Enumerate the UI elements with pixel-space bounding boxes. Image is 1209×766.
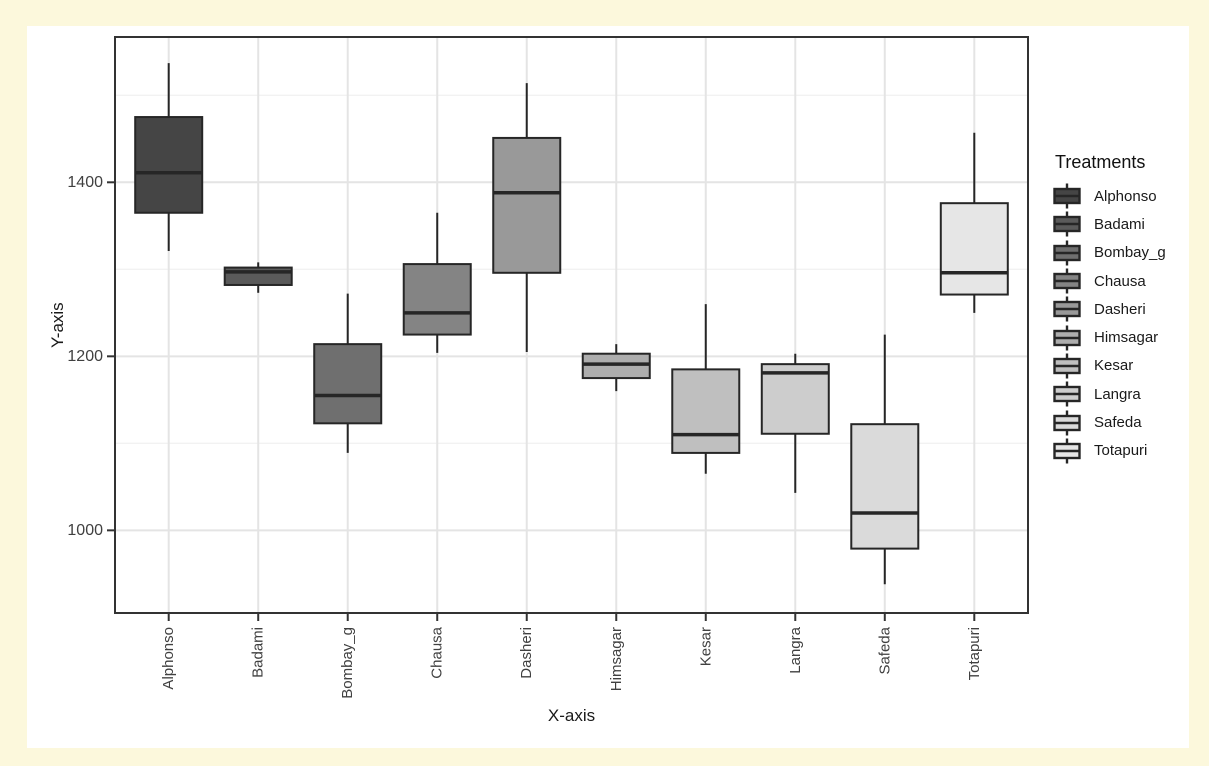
x-tick-label: Himsagar (608, 627, 625, 691)
legend-item-label: Alphonso (1094, 187, 1157, 205)
box-chausa (402, 263, 472, 336)
panel-border (114, 36, 1029, 614)
x-tick-label: Kesar (697, 627, 714, 666)
legend-item-label: Himsagar (1094, 329, 1159, 347)
legend-key-boxplot-icon (1053, 353, 1081, 379)
legend-item-himsagar: Himsagar (1053, 323, 1203, 351)
legend-key-boxplot-icon (1053, 240, 1081, 266)
box-safeda (850, 423, 920, 550)
legend-key-boxplot-icon (1053, 381, 1081, 407)
legend-key-boxplot-icon (1053, 211, 1081, 237)
legend-items: Alphonso Badami Bombay_g Chausa Dasheri Himsa… (1053, 182, 1203, 465)
x-tick-label: Chausa (429, 626, 446, 678)
x-tick-label: Badami (250, 627, 267, 678)
legend-key-boxplot-icon (1053, 325, 1081, 351)
legend-title: Treatments (1055, 152, 1146, 172)
legend-item-badami: Badami (1053, 210, 1203, 238)
legend-item-label: Bombay_g (1094, 244, 1166, 262)
box-dasheri (492, 136, 562, 274)
x-axis-title: X-axis (547, 706, 596, 725)
legend-item-bombay_g: Bombay_g (1053, 239, 1203, 267)
x-tick-label: Langra (787, 626, 804, 673)
x-tick-label: Totapuri (966, 627, 983, 680)
legend-item-kesar: Kesar (1053, 352, 1203, 380)
box-kesar (671, 368, 741, 454)
legend-item-label: Langra (1094, 385, 1141, 403)
x-tick-label: Bombay_g (339, 627, 356, 699)
legend-item-label: Dasheri (1094, 300, 1146, 318)
x-tick-label: Dasheri (518, 627, 535, 679)
legend-key-boxplot-icon (1053, 183, 1081, 209)
legend-key-boxplot-icon (1053, 268, 1081, 294)
box-bombay_g (313, 343, 383, 425)
legend-item-safeda: Safeda (1053, 408, 1203, 436)
legend-item-totapuri: Totapuri (1053, 437, 1203, 465)
legend-item-langra: Langra (1053, 380, 1203, 408)
y-axis-title: Y-axis (48, 302, 67, 348)
legend-key-boxplot-icon (1053, 438, 1081, 464)
y-tick-label: 1400 (67, 174, 103, 191)
x-tick-label: Safeda (876, 626, 893, 674)
y-tick-label: 1000 (67, 522, 103, 539)
x-tick-label: Alphonso (160, 627, 177, 690)
legend-key-boxplot-icon (1053, 296, 1081, 322)
box-langra (760, 363, 830, 435)
legend-item-label: Badami (1094, 215, 1145, 233)
legend-item-dasheri: Dasheri (1053, 295, 1203, 323)
legend-item-label: Totapuri (1094, 442, 1148, 460)
y-tick-label: 1200 (67, 348, 103, 365)
legend-item-label: Safeda (1094, 414, 1142, 432)
legend-item-label: Chausa (1094, 272, 1146, 290)
legend-item-label: Kesar (1094, 357, 1134, 375)
box-alphonso (134, 116, 204, 214)
legend-item-chausa: Chausa (1053, 267, 1203, 295)
legend-item-alphonso: Alphonso (1053, 182, 1203, 210)
legend: Treatments Alphonso Badami Bombay_g Chausa D… (1053, 152, 1203, 465)
box-totapuri (939, 202, 1009, 296)
legend-key-boxplot-icon (1053, 410, 1081, 436)
